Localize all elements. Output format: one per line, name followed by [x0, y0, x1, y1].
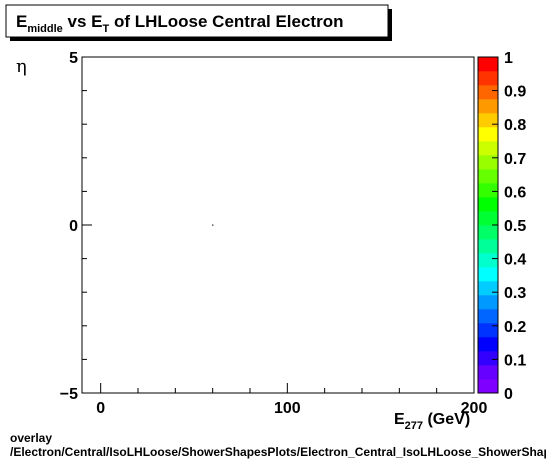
- color-scale-band: [478, 253, 498, 268]
- color-scale-band: [478, 295, 498, 310]
- color-scale-band: [478, 197, 498, 212]
- color-scale-band: [478, 99, 498, 114]
- x-tick-label: 100: [274, 400, 301, 417]
- color-scale-band: [478, 57, 498, 72]
- color-scale-band: [478, 127, 498, 142]
- color-scale-label: 0.6: [504, 184, 526, 201]
- plot-frame: [81, 56, 475, 394]
- color-scale-band: [478, 225, 498, 240]
- text-part: 277: [405, 420, 423, 432]
- color-scale-band: [478, 379, 498, 394]
- color-scale-label: 0.1: [504, 352, 526, 369]
- color-scale-band: [478, 267, 498, 282]
- color-scale-band: [478, 85, 498, 100]
- y-tick-label: 0: [69, 218, 78, 235]
- text-part: vs E: [63, 12, 103, 31]
- title-box: Emiddle vs ET of LHLoose Central Electro…: [5, 4, 392, 41]
- y-tick-label: 5: [69, 50, 78, 67]
- data-marks: [212, 224, 214, 226]
- color-scale-band: [478, 365, 498, 380]
- color-scale-label: 0.8: [504, 117, 526, 134]
- chart-title: Emiddle vs ET of LHLoose Central Electro…: [16, 12, 343, 35]
- color-scale-band: [478, 141, 498, 156]
- color-scale-band: [478, 211, 498, 226]
- text-part: (GeV): [423, 411, 470, 428]
- footer-line-2: /Electron/Central/IsoLHLoose/ShowerShape…: [10, 445, 546, 459]
- color-scale-label: 0.2: [504, 319, 526, 336]
- color-scale-band: [478, 351, 498, 366]
- color-scale-band: [478, 183, 498, 198]
- y-axis-label: η: [16, 56, 27, 77]
- text-part: of LHLoose Central Electron: [109, 12, 343, 31]
- x-tick-label: 0: [96, 400, 105, 417]
- text-part: T: [103, 23, 110, 35]
- footer-line-1: overlay: [10, 431, 52, 445]
- color-scale-band: [478, 323, 498, 338]
- color-scale-band: [478, 239, 498, 254]
- y-tick-label: −5: [60, 386, 78, 403]
- color-scale-label: 1: [504, 50, 513, 67]
- color-scale-label: 0.5: [504, 218, 526, 235]
- color-scale-band: [478, 337, 498, 352]
- text-part: E: [394, 411, 405, 428]
- color-scale-band: [478, 281, 498, 296]
- color-scale-band: [478, 155, 498, 170]
- color-scale-label: 0.9: [504, 84, 526, 101]
- color-scale-band: [478, 71, 498, 86]
- color-scale-band: [478, 309, 498, 324]
- axes: 0 100 200 5 0 −5: [60, 50, 488, 417]
- color-scale-label: 0.7: [504, 151, 526, 168]
- text-part: E: [16, 12, 27, 31]
- text-part: middle: [27, 23, 62, 35]
- color-scale-label: 0.4: [504, 252, 526, 269]
- color-scale: 0 0.1 0.2 0.3 0.4 0.5 0.6 0.7 0.8 0.9 1: [477, 50, 526, 403]
- color-scale-label: 0: [504, 386, 513, 403]
- x-tick-label: 200: [461, 400, 488, 417]
- data-point: [212, 224, 214, 226]
- color-scale-band: [478, 113, 498, 128]
- color-scale-band: [478, 169, 498, 184]
- x-axis-label: E277 (GeV): [394, 411, 470, 432]
- color-scale-label: 0.3: [504, 285, 526, 302]
